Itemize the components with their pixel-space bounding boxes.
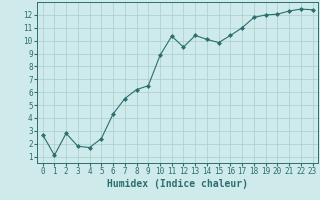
X-axis label: Humidex (Indice chaleur): Humidex (Indice chaleur) — [107, 179, 248, 189]
